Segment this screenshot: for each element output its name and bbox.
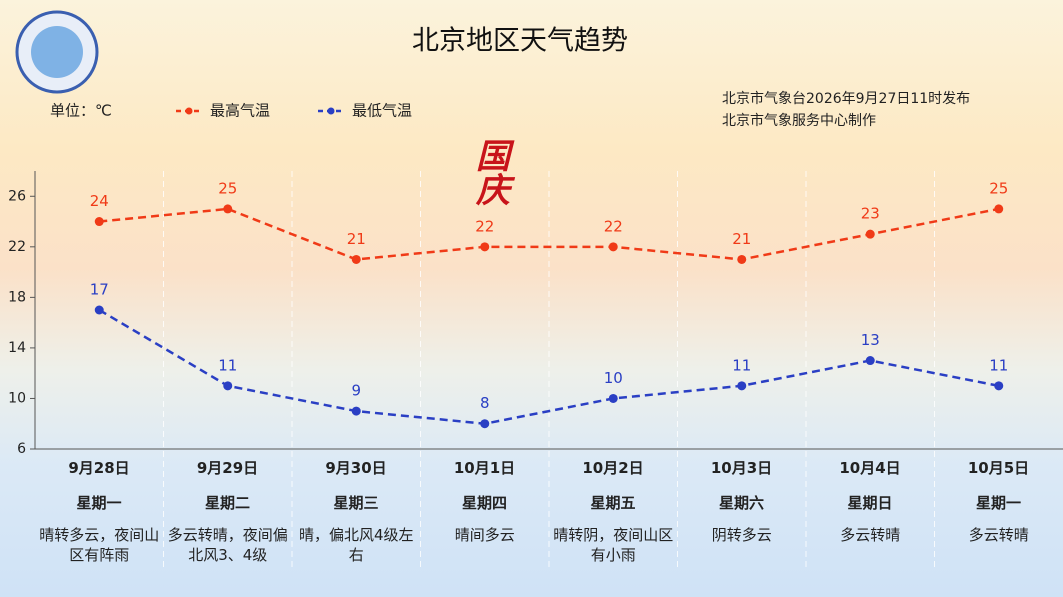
- data-label: 9: [351, 382, 361, 400]
- data-point: [223, 204, 233, 214]
- chart-title: 北京地区天气趋势: [412, 26, 628, 57]
- data-label: 25: [218, 179, 237, 197]
- y-tick-label: 6: [17, 441, 26, 457]
- data-point: [865, 356, 875, 366]
- note: 北京市气象服务中心制作: [722, 112, 876, 129]
- note: 北京市气象台2026年9月27日11时发布: [722, 90, 970, 107]
- data-label: 10: [604, 369, 623, 387]
- data-point: [480, 242, 490, 252]
- legend-marker: [185, 107, 193, 115]
- weekday-label: 星期四: [461, 494, 507, 512]
- weekday-label: 星期一: [76, 494, 122, 512]
- date-label: 10月3日: [710, 459, 773, 477]
- data-point: [737, 381, 747, 391]
- y-tick-label: 22: [8, 239, 26, 255]
- data-point: [480, 419, 490, 429]
- data-label: 21: [347, 230, 366, 248]
- weekday-label: 星期一: [975, 494, 1021, 512]
- date-label: 9月29日: [196, 459, 259, 477]
- data-label: 22: [475, 217, 494, 235]
- data-label: 25: [989, 179, 1008, 197]
- data-label: 11: [218, 356, 237, 374]
- data-label: 21: [732, 230, 751, 248]
- series-line: [99, 207, 999, 261]
- data-point: [994, 204, 1004, 214]
- data-point: [94, 305, 104, 315]
- date-label: 10月2日: [582, 459, 644, 477]
- data-label: 17: [90, 281, 109, 299]
- weather-description: 阴转多云: [711, 526, 772, 544]
- date-label: 10月5日: [967, 459, 1030, 477]
- legend-label: 最低气温: [352, 102, 412, 120]
- data-label: 8: [480, 394, 490, 412]
- data-label: 22: [604, 217, 623, 235]
- weather-description: 多云转晴，夜间偏北风3、4级: [167, 526, 288, 564]
- data-point: [994, 381, 1004, 391]
- data-point: [737, 254, 747, 264]
- date-label: 10月4日: [839, 459, 901, 477]
- date-label: 9月30日: [325, 459, 387, 477]
- data-point: [351, 254, 361, 264]
- series-line: [98, 308, 999, 425]
- weather-description: 晴间多云: [454, 526, 515, 544]
- legend-label: 最高气温: [210, 102, 270, 120]
- y-tick-label: 18: [8, 289, 26, 305]
- logo-inner: [31, 26, 83, 78]
- y-tick-label: 14: [8, 340, 26, 356]
- weekday-label: 星期二: [204, 494, 250, 512]
- data-label: 11: [732, 356, 751, 374]
- weekday-label: 星期六: [718, 494, 764, 512]
- weekday-label: 星期三: [333, 494, 379, 512]
- data-point: [94, 217, 104, 227]
- y-tick-label: 10: [8, 390, 26, 406]
- date-label: 10月1日: [453, 459, 516, 477]
- weather-description: 晴转阴，夜间山区有小雨: [553, 526, 674, 564]
- date-label: 9月28日: [68, 459, 130, 477]
- unit-label: 单位：℃: [50, 102, 112, 120]
- weekday-label: 星期五: [590, 494, 636, 512]
- data-point: [223, 381, 233, 391]
- data-point: [351, 406, 361, 416]
- weather-description: 晴转多云，夜间山区有阵雨: [39, 526, 160, 564]
- y-tick-label: 26: [8, 188, 26, 204]
- weekday-label: 星期日: [847, 494, 893, 512]
- weather-description: 多云转晴: [968, 526, 1029, 544]
- data-point: [608, 393, 618, 403]
- weather-description: 晴，偏北风4级左右: [298, 526, 414, 564]
- data-label: 23: [861, 205, 880, 223]
- data-label: 13: [861, 331, 880, 349]
- data-label: 24: [90, 192, 109, 210]
- weather-description: 多云转晴: [840, 526, 901, 544]
- data-point: [608, 242, 618, 252]
- decoration: 国庆: [470, 138, 511, 206]
- data-label: 11: [989, 356, 1008, 374]
- legend-marker: [327, 107, 335, 115]
- data-point: [865, 229, 875, 239]
